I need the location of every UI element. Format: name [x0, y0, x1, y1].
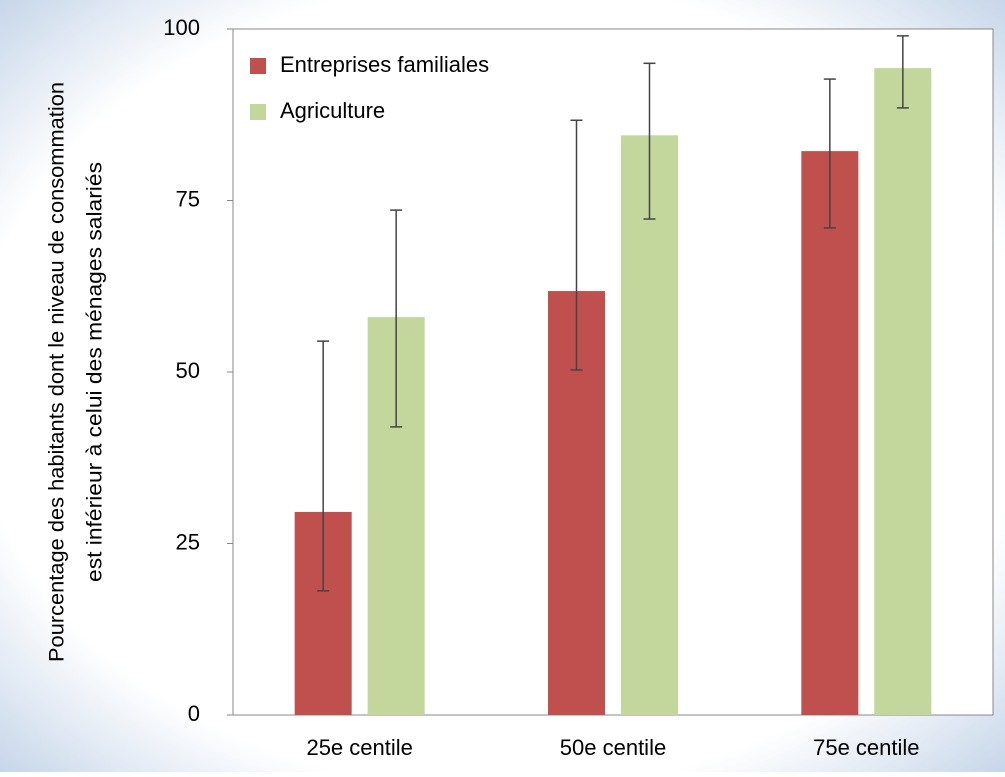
y-tick-label: 25	[176, 529, 200, 554]
y-tick-label: 50	[176, 358, 200, 383]
y-tick-label: 100	[163, 15, 200, 40]
legend-swatch	[250, 58, 266, 74]
bar	[801, 151, 859, 715]
y-tick-label: 0	[188, 701, 200, 726]
plot-area	[232, 28, 994, 716]
x-tick-label: 25e centile	[306, 735, 412, 760]
legend-label: Entreprises familiales	[280, 52, 489, 77]
legend-swatch	[250, 104, 266, 120]
x-tick-label: 75e centile	[813, 735, 919, 760]
bar	[621, 135, 678, 715]
x-tick-label: 50e centile	[560, 735, 666, 760]
y-axis-title-line: Pourcentage des habitants dont le niveau…	[46, 82, 69, 662]
y-tick-label: 75	[176, 186, 200, 211]
legend-label: Agriculture	[280, 98, 385, 123]
bar	[874, 68, 932, 716]
y-axis-title-line: est inférieur à celui des ménages salari…	[84, 162, 107, 582]
y-axis-title: Pourcentage des habitants dont le niveau…	[46, 82, 107, 662]
